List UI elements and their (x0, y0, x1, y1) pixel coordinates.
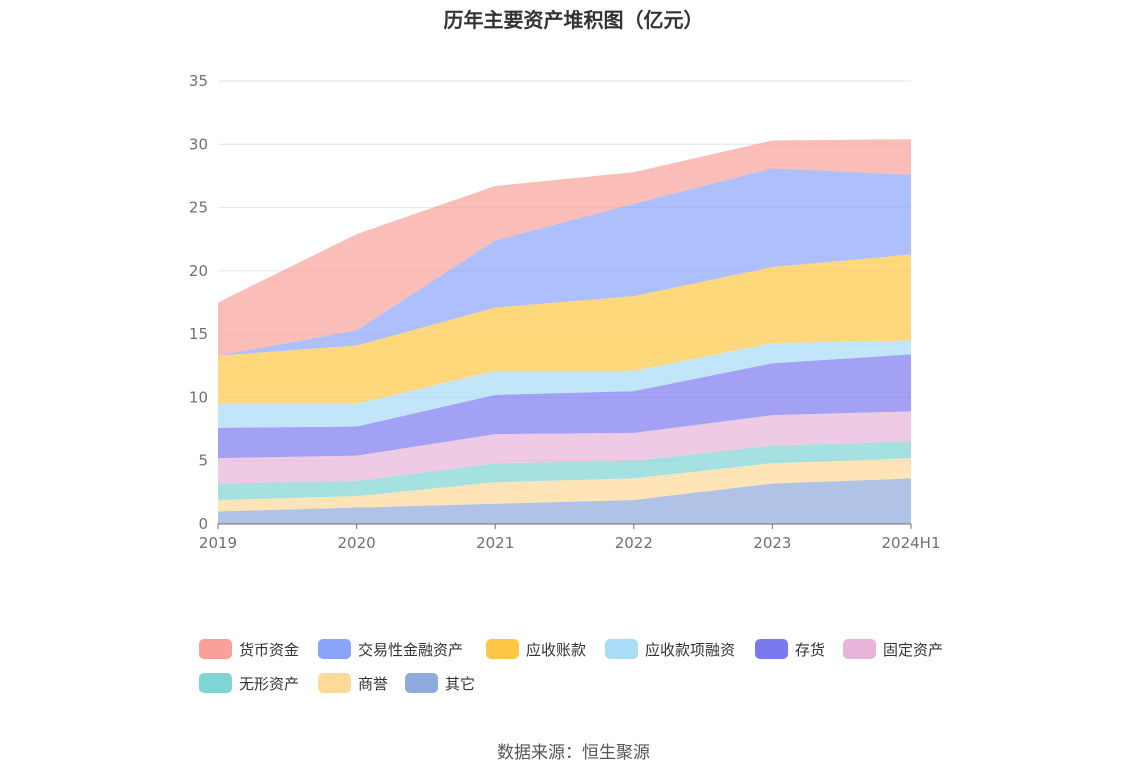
legend-item[interactable]: 交易性金融资产 (318, 638, 463, 660)
legend-swatch (755, 639, 788, 659)
area-series[interactable] (218, 254, 911, 404)
x-tick-label: 2020 (338, 534, 376, 552)
y-tick-label: 25 (189, 199, 208, 217)
legend-swatch (486, 639, 519, 659)
area-series[interactable] (218, 139, 911, 356)
data-source: 数据来源：恒生聚源 (497, 743, 650, 763)
legend-swatch (605, 639, 638, 659)
legend-item[interactable]: 存货 (755, 638, 825, 660)
legend-item[interactable]: 应收款项融资 (605, 638, 735, 660)
y-tick-label: 0 (198, 515, 208, 533)
legend-label: 无形资产 (239, 674, 300, 693)
legend-item[interactable]: 无形资产 (199, 672, 299, 694)
x-tick-label: 2022 (615, 534, 653, 552)
legend-item[interactable]: 固定资产 (843, 638, 943, 660)
y-tick-label: 35 (189, 72, 208, 90)
area-series[interactable] (218, 458, 911, 512)
y-tick-label: 5 (198, 452, 208, 470)
legend-item[interactable]: 其它 (405, 672, 475, 694)
legend-swatch (199, 673, 232, 693)
legend-label: 货币资金 (239, 640, 300, 659)
legend-swatch (405, 673, 438, 693)
area-series[interactable] (218, 354, 911, 459)
x-tick-label: 2021 (476, 534, 514, 552)
chart-title: 历年主要资产堆积图（亿元） (443, 8, 704, 32)
area-series[interactable] (218, 478, 911, 524)
y-tick-label: 10 (189, 388, 208, 406)
x-tick-label: 2019 (199, 534, 237, 552)
legend-label: 交易性金融资产 (358, 640, 464, 659)
legend-label: 存货 (795, 640, 826, 659)
legend-item[interactable]: 应收账款 (486, 638, 586, 660)
x-tick-label: 2023 (753, 534, 791, 552)
area-series[interactable] (218, 340, 911, 428)
legend-label: 应收款项融资 (645, 640, 736, 659)
legend-label: 商誉 (358, 674, 389, 693)
legend-label: 其它 (445, 674, 476, 693)
area-series[interactable] (218, 441, 911, 500)
legend-label: 应收账款 (526, 640, 587, 659)
area-series[interactable] (218, 168, 911, 356)
legend-swatch (318, 673, 351, 693)
legend-swatch (843, 639, 876, 659)
legend-item[interactable]: 货币资金 (199, 638, 299, 660)
legend-item[interactable]: 商誉 (318, 672, 388, 694)
x-tick-label: 2024H1 (882, 534, 941, 552)
y-tick-label: 20 (189, 262, 208, 280)
area-series[interactable] (218, 411, 911, 484)
y-tick-label: 30 (189, 135, 208, 153)
legend-swatch (318, 639, 351, 659)
legend-label: 固定资产 (883, 640, 944, 659)
y-tick-label: 15 (189, 325, 208, 343)
legend-swatch (199, 639, 232, 659)
